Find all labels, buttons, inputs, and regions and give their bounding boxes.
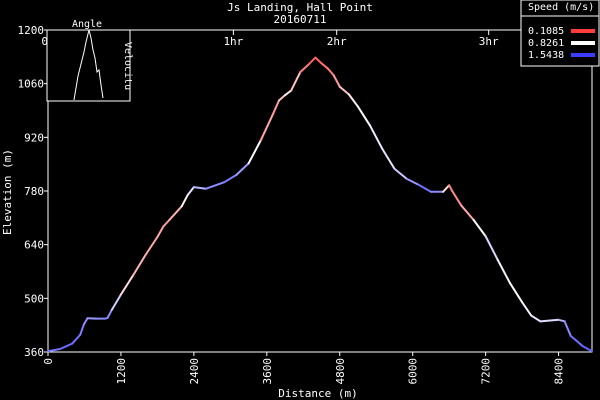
inset-frame [46, 29, 131, 102]
chart-subtitle: 20160711 [274, 13, 327, 26]
time-axis: 0h1hr2hr3hr [41, 30, 499, 48]
elevation-segment [110, 293, 122, 311]
elevation-segment [259, 113, 274, 142]
x-axis-label: Distance (m) [278, 387, 357, 400]
time-tick-label: 2hr [327, 35, 347, 48]
legend-entry-label: 0.8261 [528, 38, 564, 49]
elevation-segment [326, 67, 335, 77]
elevation-segment [381, 147, 396, 170]
elevation-segment [405, 177, 420, 186]
y-tick-label: 360 [24, 346, 44, 359]
elevation-segment [290, 71, 302, 92]
elevation-segment [521, 301, 533, 317]
elevation-segment [144, 236, 159, 257]
elevation-segment [347, 93, 359, 108]
y-tick-label: 780 [24, 185, 44, 198]
elevation-segment [569, 334, 584, 348]
legend-swatch [571, 53, 595, 57]
elevation-segment [369, 124, 384, 150]
y-axis-label: Elevation (m) [1, 149, 14, 235]
y-tick-label: 1060 [18, 78, 45, 91]
elevation-segment [460, 204, 475, 221]
elevation-segment [223, 173, 238, 184]
elevation-segment [332, 74, 341, 88]
elevation-segment [119, 274, 135, 296]
elevation-segment [82, 317, 89, 326]
y-tick-label: 640 [24, 239, 44, 252]
elevation-segment [539, 318, 560, 323]
elevation-segment [205, 181, 226, 190]
elevation-segment [247, 139, 262, 165]
legend-entry-label: 0.1085 [528, 26, 564, 37]
elevation-segment [314, 56, 323, 65]
elevation-segment [308, 56, 317, 65]
elevation-segment [299, 62, 311, 74]
elevation-segment [162, 218, 171, 228]
legend-entry-label: 1.5438 [528, 50, 564, 61]
x-tick-label: 7200 [480, 358, 493, 385]
elevation-segment [448, 184, 454, 192]
elevation-segment [496, 259, 511, 284]
elevation-segment [393, 167, 408, 180]
elevation-segment [271, 99, 280, 116]
elevation-segment [417, 183, 432, 193]
x-tick-label: 4800 [334, 358, 347, 385]
legend-swatch [571, 29, 595, 33]
legend-title: Speed (m/s) [528, 2, 594, 13]
elevation-segment [132, 254, 147, 277]
elevation-segment [47, 347, 62, 353]
inset-angle-curve [73, 29, 104, 101]
elevation-segment [71, 333, 82, 345]
elevation-segment [59, 342, 74, 350]
y-axis: 360 500 640 780 920 1060 1200 [18, 24, 48, 359]
elevation-segment [277, 94, 287, 102]
y-tick-label: 920 [24, 131, 44, 144]
elevation-segment [451, 190, 463, 207]
x-tick-label: 1200 [115, 358, 128, 385]
elevation-segment [356, 105, 372, 127]
elevation-segment [530, 314, 542, 323]
time-tick-label: 1hr [223, 35, 243, 48]
x-axis: 0 1200 2400 3600 4800 6000 7200 8400 [42, 352, 566, 385]
elevation-series [47, 56, 593, 353]
elevation-segment [581, 345, 593, 353]
x-tick-label: 8400 [553, 358, 566, 385]
elevation-segment [563, 320, 572, 337]
y-tick-label: 500 [24, 292, 44, 305]
elevation-segment [320, 62, 329, 70]
elevation-segment [338, 85, 350, 96]
elevation-segment [508, 282, 524, 304]
time-tick-label: 3hr [479, 35, 499, 48]
elevation-segment [186, 186, 195, 196]
elevation-segment [484, 235, 499, 261]
elevation-segment [557, 318, 566, 323]
x-tick-label: 2400 [188, 358, 201, 385]
inset-right-label: Velocitu [122, 42, 133, 90]
y-tick-label: 1200 [18, 24, 45, 37]
elevation-segment [156, 225, 165, 238]
inset-title: Angle [72, 19, 102, 30]
inset-plot: Angle Velocitu [46, 19, 133, 102]
elevation-segment [472, 218, 487, 238]
elevation-segment [168, 205, 183, 221]
elevation-segment [442, 184, 451, 193]
x-tick-label: 0 [42, 358, 55, 365]
x-tick-label: 3600 [261, 358, 274, 385]
x-tick-label: 6000 [407, 358, 420, 385]
legend-swatch [571, 41, 595, 45]
elevation-segment [180, 193, 189, 208]
elevation-segment [106, 308, 113, 319]
elevation-segment [235, 162, 250, 176]
elevation-segment [79, 323, 85, 336]
elevation-segment [192, 186, 208, 190]
elevation-segment [284, 89, 293, 97]
chart-title: Js Landing, Hall Point [227, 1, 373, 14]
